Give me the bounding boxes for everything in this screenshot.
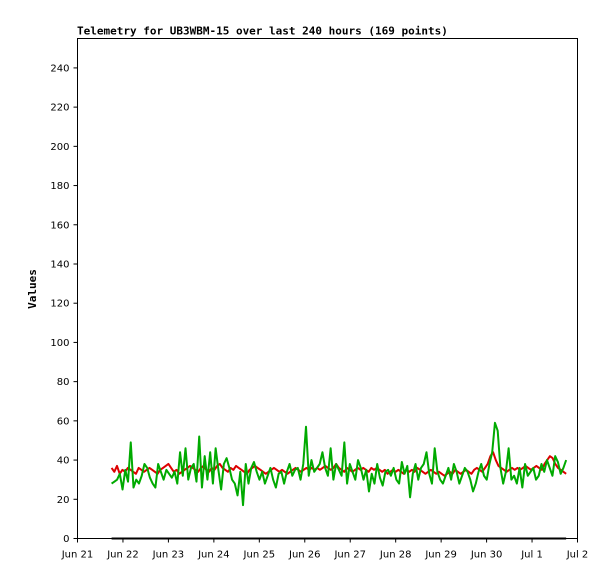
y-tick-label: 80 — [57, 377, 70, 388]
y-tick-label: 200 — [50, 142, 69, 153]
y-tick-label: 160 — [50, 220, 69, 231]
y-axis-label: Values — [26, 269, 39, 309]
y-tick-label: 140 — [50, 259, 69, 270]
x-tick-label: Jun 23 — [152, 550, 185, 561]
x-tick-label: Jun 22 — [106, 550, 139, 561]
series-layer — [110, 421, 568, 540]
x-axis: Jun 21 Jun 22 Jun 23 Jun 24 Jun 25 Jun 26 Jun … — [61, 538, 589, 561]
y-tick-label: 240 — [50, 63, 69, 74]
y-axis: 0 20 40 60 80 100 120 140 160 180 200 220 240 — [50, 63, 78, 545]
y-tick-label: 0 — [63, 534, 69, 545]
y-tick-label: 60 — [57, 416, 70, 427]
x-tick-label: Jul 1 — [520, 550, 543, 561]
x-tick-label: Jun 27 — [333, 550, 366, 561]
y-tick-label: 20 — [57, 495, 70, 506]
chart-title: Telemetry for UB3WBM-15 over last 240 ho… — [77, 25, 448, 38]
x-tick-label: Jun 29 — [424, 550, 457, 561]
x-tick-label: Jun 28 — [379, 550, 412, 561]
y-tick-label: 180 — [50, 181, 69, 192]
x-tick-label: Jun 24 — [197, 550, 230, 561]
plot-area — [77, 38, 578, 539]
x-tick-label: Jun 21 — [61, 550, 94, 561]
x-tick-label: Jul 2 — [566, 550, 589, 561]
x-tick-label: Jun 26 — [288, 550, 321, 561]
x-tick-label: Jun 30 — [470, 550, 503, 561]
y-tick-label: 100 — [50, 338, 69, 349]
y-tick-label: 120 — [50, 299, 69, 310]
y-tick-label: 40 — [57, 456, 70, 467]
series-line-2 — [111, 421, 568, 507]
y-tick-label: 220 — [50, 103, 69, 114]
x-tick-label: Jun 25 — [243, 550, 276, 561]
